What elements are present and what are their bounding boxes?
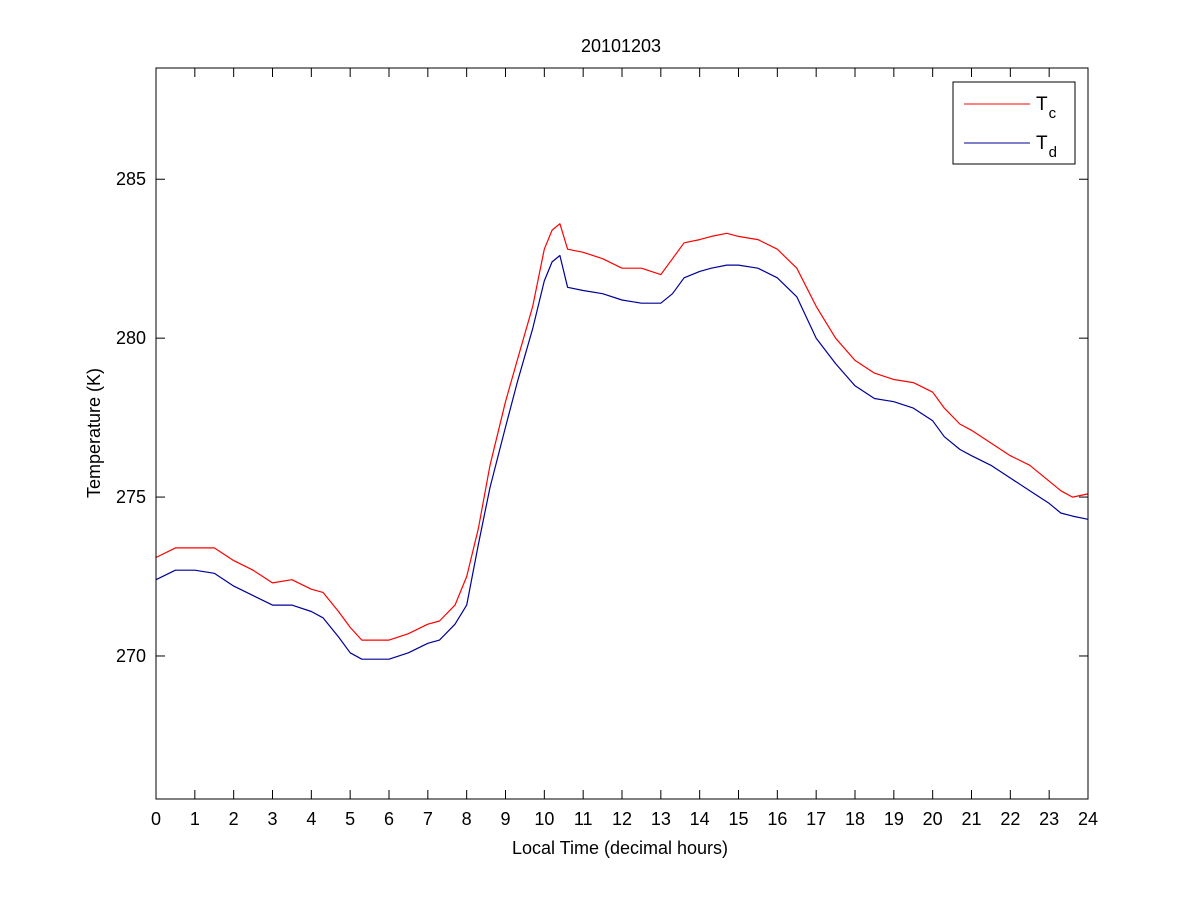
x-tick-label: 22 <box>1000 809 1020 829</box>
x-tick-label: 20 <box>923 809 943 829</box>
x-axis-label: Local Time (decimal hours) <box>512 838 728 858</box>
x-tick-label: 24 <box>1078 809 1098 829</box>
x-tick-label: 11 <box>574 809 593 829</box>
legend-box <box>952 81 1076 165</box>
x-tick-label: 21 <box>961 809 981 829</box>
x-tick-label: 19 <box>884 809 904 829</box>
x-tick-label: 12 <box>612 809 632 829</box>
x-tick-label: 1 <box>190 809 200 829</box>
legend: Tc Td <box>952 81 1076 165</box>
y-tick-label: 280 <box>116 328 146 348</box>
series-layer <box>155 223 1089 660</box>
x-tick-label: 13 <box>651 809 671 829</box>
series-line-tc <box>155 223 1089 641</box>
y-axis-label: Temperature (K) <box>84 368 104 498</box>
legend-label-td: Td <box>1036 133 1057 161</box>
x-tick-label: 14 <box>690 809 710 829</box>
x-tick-label: 8 <box>462 809 472 829</box>
x-tick-label: 9 <box>500 809 510 829</box>
x-tick-label: 6 <box>384 809 394 829</box>
legend-label-tc: Tc <box>1036 94 1057 122</box>
x-tick-label: 7 <box>423 809 433 829</box>
x-tick-label: 0 <box>151 809 161 829</box>
x-tick-label: 18 <box>845 809 865 829</box>
x-tick-label: 4 <box>306 809 316 829</box>
x-tick-label: 16 <box>767 809 787 829</box>
x-tick-label: 23 <box>1039 809 1059 829</box>
series-line-td <box>155 254 1089 660</box>
x-tick-label: 10 <box>534 809 554 829</box>
x-tick-label: 15 <box>728 809 748 829</box>
chart-title: 20101203 <box>581 36 661 56</box>
y-tick-label: 275 <box>116 487 146 507</box>
y-tick-label: 270 <box>116 646 146 666</box>
y-tick-label: 285 <box>116 169 146 189</box>
x-tick-label: 3 <box>267 809 277 829</box>
x-tick-label: 5 <box>345 809 355 829</box>
x-tick-label: 2 <box>229 809 239 829</box>
plot-area-frame <box>155 67 1089 800</box>
axis-ticks: 0 1 2 3 4 5 6 7 8 9 10 11 12 13 14 15 16 17 18 19 20 21 22 23 24… <box>116 68 1098 829</box>
x-tick-label: 17 <box>806 809 826 829</box>
